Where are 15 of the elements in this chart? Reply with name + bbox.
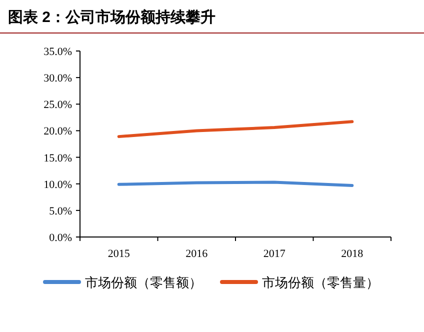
legend-label: 市场份额（零售额） [85,275,202,290]
y-tick-label: 25.0% [44,99,72,112]
y-tick-label: 5.0% [49,205,72,218]
y-tick-label: 0.0% [49,232,72,244]
x-tick-label: 2016 [186,248,208,260]
x-tick-label: 2015 [108,248,130,260]
y-tick-label: 30.0% [44,72,72,85]
y-tick-label: 10.0% [44,178,72,191]
title: 图表 2：公司市场份额持续攀升 [8,9,216,26]
y-tick-label: 35.0% [44,46,72,58]
x-tick-label: 2018 [341,248,364,260]
y-tick-label: 20.0% [44,126,72,138]
y-tick-label: 15.0% [44,152,72,164]
x-tick-label: 2017 [263,248,286,260]
legend-label: 市场份额（零售量） [262,275,379,290]
